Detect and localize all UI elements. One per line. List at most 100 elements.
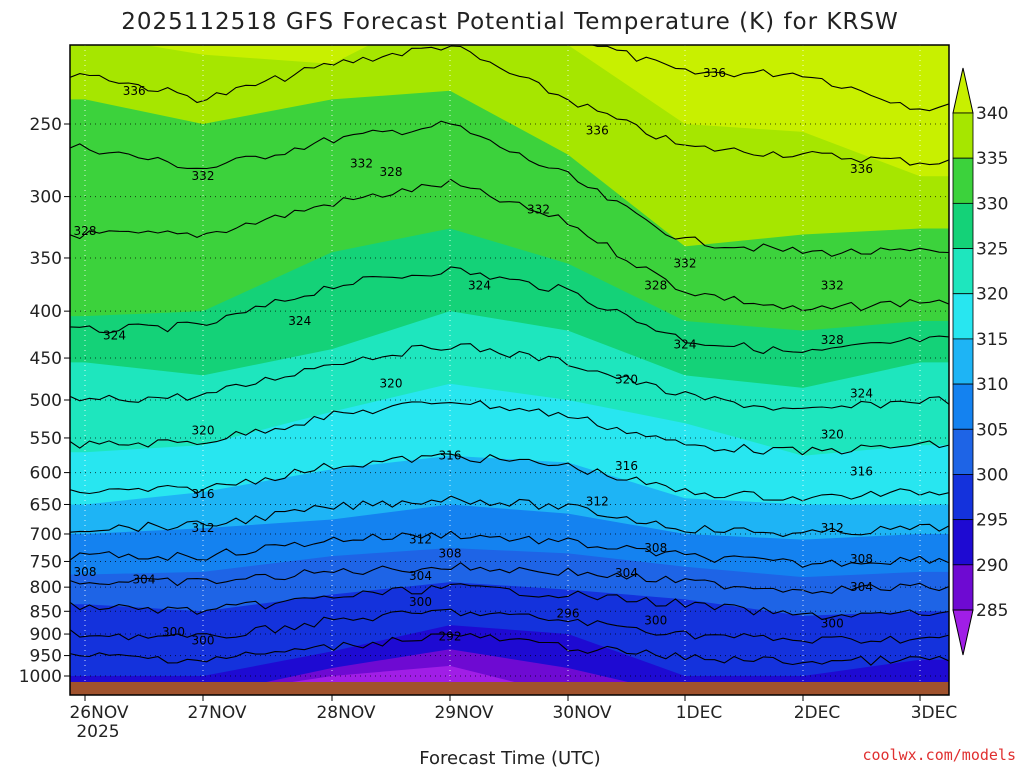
contour-line bbox=[70, 45, 949, 166]
colorbar: 340 335 330 325 320 315 310 305 300 295 290 285 bbox=[952, 67, 1008, 656]
contour-label: 332 bbox=[674, 257, 697, 271]
y-tick-label: 650 bbox=[30, 495, 62, 515]
contour-line bbox=[70, 608, 949, 644]
contour-label: 308 bbox=[850, 552, 873, 566]
contour-label: 324 bbox=[468, 278, 491, 292]
x-tick-label: 26NOV bbox=[69, 703, 128, 723]
colorbar-segment bbox=[952, 202, 974, 249]
ground-strip bbox=[70, 682, 949, 695]
y-tick-label: 500 bbox=[30, 391, 62, 411]
contour-line bbox=[70, 583, 949, 621]
colorbar-segment bbox=[952, 157, 974, 204]
contour-line bbox=[70, 343, 949, 411]
contour-label: 320 bbox=[615, 373, 638, 387]
colorbar-segment bbox=[952, 248, 974, 295]
contour-label: 316 bbox=[439, 449, 462, 463]
contour-label: 328 bbox=[644, 278, 667, 292]
contour-label: 316 bbox=[850, 464, 873, 478]
colorbar-segment bbox=[952, 383, 974, 430]
contour-line bbox=[70, 120, 949, 257]
colorbar-arrow-top bbox=[952, 67, 974, 114]
contour-label: 324 bbox=[850, 387, 873, 401]
colorbar-tick-label: 290 bbox=[976, 556, 1008, 576]
contour-label: 320 bbox=[192, 424, 215, 438]
grid-lines bbox=[70, 45, 949, 695]
contour-label: 304 bbox=[850, 580, 873, 594]
colorbar-tick-label: 285 bbox=[976, 601, 1008, 621]
contour-label: 328 bbox=[821, 333, 844, 347]
contour-label: 332 bbox=[821, 278, 844, 292]
colorbar-tick-label: 305 bbox=[976, 420, 1008, 440]
contour-line bbox=[70, 633, 949, 666]
x-year-label: 2025 bbox=[76, 722, 119, 742]
y-tick-label: 800 bbox=[30, 578, 62, 598]
colorbar-segment bbox=[952, 474, 974, 521]
x-tick-label: 27NOV bbox=[187, 703, 246, 723]
contour-label: 292 bbox=[439, 629, 462, 643]
contour-label: 304 bbox=[615, 566, 638, 580]
contour-label: 316 bbox=[615, 459, 638, 473]
x-tick-label: 3DEC bbox=[911, 703, 958, 723]
x-tick-label: 1DEC bbox=[676, 703, 723, 723]
y-tick-label: 600 bbox=[30, 464, 62, 484]
x-tick-label: 30NOV bbox=[552, 703, 611, 723]
contour-label: 336 bbox=[850, 162, 873, 176]
contour-label: 300 bbox=[192, 634, 215, 648]
contour-line bbox=[70, 530, 949, 568]
contour-label: 332 bbox=[192, 169, 215, 183]
colorbar-segment bbox=[952, 564, 974, 611]
y-tick-label: 950 bbox=[30, 647, 62, 667]
contour-label: 328 bbox=[74, 224, 97, 238]
colorbar-tick-label: 295 bbox=[976, 511, 1008, 531]
y-tick-label: 850 bbox=[30, 602, 62, 622]
colorbar-tick-label: 310 bbox=[976, 375, 1008, 395]
plot-frame bbox=[69, 44, 950, 696]
contour-label: 300 bbox=[409, 595, 432, 609]
colorbar-tick-label: 320 bbox=[976, 285, 1008, 305]
y-tick-label: 250 bbox=[30, 115, 62, 135]
contour-line bbox=[70, 495, 949, 538]
contour-line bbox=[590, 45, 949, 112]
colorbar-segment bbox=[952, 293, 974, 340]
contour-label: 300 bbox=[162, 625, 185, 639]
x-tick-label: 2DEC bbox=[794, 703, 841, 723]
colorbar-tick-label: 315 bbox=[976, 330, 1008, 350]
colorbar-tick-label: 330 bbox=[976, 194, 1008, 214]
x-tick-label: 28NOV bbox=[316, 703, 375, 723]
contour-label: 324 bbox=[674, 338, 697, 352]
contour-label: 312 bbox=[586, 494, 609, 508]
contour-label: 304 bbox=[409, 569, 432, 583]
contour-label: 300 bbox=[821, 616, 844, 630]
contour-label: 308 bbox=[74, 565, 97, 579]
colorbar-tick-label: 325 bbox=[976, 240, 1008, 260]
x-tick-label: 29NOV bbox=[434, 703, 493, 723]
contour-label: 332 bbox=[350, 156, 373, 170]
contour-label: 324 bbox=[288, 314, 311, 328]
y-tick-label: 400 bbox=[30, 302, 62, 322]
contour-label: 332 bbox=[527, 203, 550, 217]
contour-label: 308 bbox=[644, 541, 667, 555]
contour-label: 312 bbox=[821, 521, 844, 535]
contour-line bbox=[70, 266, 949, 355]
contour-label: 312 bbox=[409, 533, 432, 547]
contour-label: 296 bbox=[557, 607, 580, 621]
colorbar-segment bbox=[952, 519, 974, 566]
y-tick-label: 550 bbox=[30, 429, 62, 449]
credit-text: coolwx.com/models bbox=[862, 746, 1016, 764]
colorbar-tick-label: 300 bbox=[976, 465, 1008, 485]
x-axis-title: Forecast Time (UTC) bbox=[419, 748, 600, 768]
y-tick-label: 700 bbox=[30, 525, 62, 545]
y-tick-label: 350 bbox=[30, 249, 62, 269]
y-tick-label: 300 bbox=[30, 188, 62, 208]
y-tick-label: 900 bbox=[30, 625, 62, 645]
y-tick-label: 750 bbox=[30, 552, 62, 572]
chart-title: 2025112518 GFS Forecast Potential Temper… bbox=[121, 9, 899, 35]
y-tick-label: 1000 bbox=[19, 667, 62, 687]
contour-label: 336 bbox=[123, 84, 146, 98]
contour-label: 336 bbox=[703, 66, 726, 80]
y-tick-label: 450 bbox=[30, 349, 62, 369]
colorbar-segment bbox=[952, 112, 974, 159]
y-axis-ticks: 250 300 350 400 450 500 550 600 650 700 750 800 850 9… bbox=[19, 115, 70, 687]
contour-label: 328 bbox=[380, 165, 403, 179]
